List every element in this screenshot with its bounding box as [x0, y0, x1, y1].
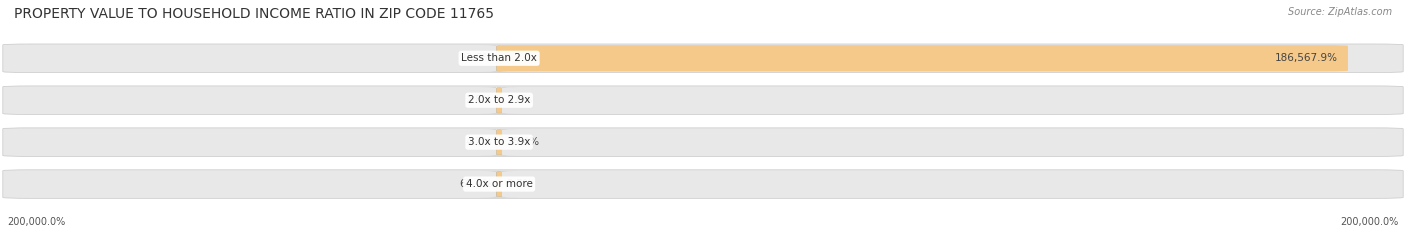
Text: 200,000.0%: 200,000.0%: [1341, 217, 1399, 227]
Text: 186,567.9%: 186,567.9%: [1275, 53, 1339, 63]
Text: 4.0x or more: 4.0x or more: [465, 179, 533, 189]
Text: 25.4%: 25.4%: [506, 137, 540, 147]
FancyBboxPatch shape: [481, 45, 517, 71]
Text: 2.8%: 2.8%: [465, 95, 492, 105]
Text: 2.0x to 2.9x: 2.0x to 2.9x: [468, 95, 530, 105]
Text: 3.7%: 3.7%: [506, 179, 533, 189]
FancyBboxPatch shape: [481, 87, 517, 113]
FancyBboxPatch shape: [3, 170, 1403, 198]
FancyBboxPatch shape: [481, 129, 517, 155]
Text: 4.2%: 4.2%: [465, 137, 492, 147]
Text: 3.0%: 3.0%: [506, 95, 533, 105]
FancyBboxPatch shape: [3, 86, 1403, 114]
Text: 200,000.0%: 200,000.0%: [7, 217, 65, 227]
FancyBboxPatch shape: [3, 44, 1403, 72]
Text: Source: ZipAtlas.com: Source: ZipAtlas.com: [1288, 7, 1392, 17]
Text: 3.0x to 3.9x: 3.0x to 3.9x: [468, 137, 530, 147]
Text: 23.6%: 23.6%: [458, 53, 492, 63]
FancyBboxPatch shape: [481, 171, 517, 197]
FancyBboxPatch shape: [481, 129, 517, 155]
FancyBboxPatch shape: [3, 128, 1403, 156]
FancyBboxPatch shape: [481, 171, 517, 197]
Text: 69.4%: 69.4%: [458, 179, 492, 189]
FancyBboxPatch shape: [481, 87, 517, 113]
FancyBboxPatch shape: [496, 45, 1348, 71]
Text: PROPERTY VALUE TO HOUSEHOLD INCOME RATIO IN ZIP CODE 11765: PROPERTY VALUE TO HOUSEHOLD INCOME RATIO…: [14, 7, 494, 21]
Text: Less than 2.0x: Less than 2.0x: [461, 53, 537, 63]
